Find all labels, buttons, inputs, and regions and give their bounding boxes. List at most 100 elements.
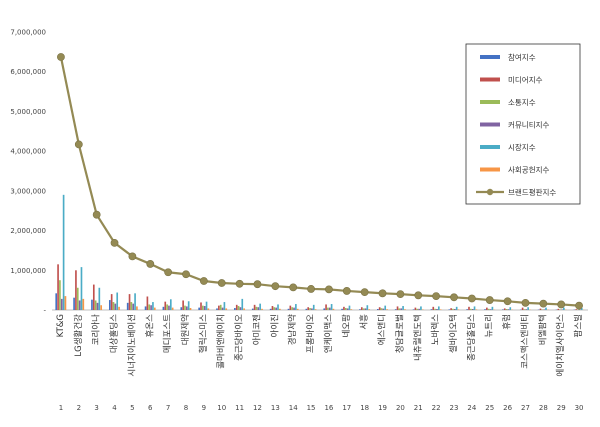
- x-category-label: 시너지이노베이션: [126, 314, 137, 377]
- bar-3-20: [398, 308, 401, 310]
- bar-4-23: [454, 309, 456, 310]
- bar-4-4: [114, 303, 117, 310]
- bar-2-16: [325, 304, 327, 310]
- bar-2-2: [75, 270, 77, 310]
- x-category-label: LG생활건강: [73, 314, 84, 357]
- bar-2-29: [557, 308, 560, 310]
- bar-5-22: [437, 306, 440, 310]
- bar-4-8: [186, 306, 188, 310]
- bar-6-4: [118, 306, 120, 310]
- bar-1-25: [484, 309, 486, 310]
- bar-6-9: [207, 308, 210, 310]
- line-point-16: [325, 285, 333, 294]
- y-tick-label: 7,000,000: [10, 29, 46, 37]
- x-rank-label: 28: [539, 404, 548, 412]
- bar-4-7: [168, 305, 170, 310]
- x-category-label: 대원제약: [180, 314, 191, 345]
- bar-6-11: [243, 308, 245, 310]
- bar-5-21: [420, 306, 422, 310]
- bar-1-2: [73, 297, 75, 310]
- bar-2-20: [396, 306, 399, 310]
- bar-6-13: [279, 308, 281, 310]
- bar-5-27: [527, 307, 529, 310]
- bar-5-8: [187, 301, 190, 310]
- x-rank-label: 23: [450, 404, 459, 412]
- bar-3-29: [559, 309, 561, 310]
- bar-4-9: [203, 306, 206, 310]
- bar-5-3: [98, 287, 101, 310]
- bar-4-6: [150, 305, 152, 310]
- y-tick-label: 6,000,000: [10, 68, 46, 76]
- x-rank-label: 22: [432, 404, 441, 412]
- bar-1-9: [198, 307, 200, 310]
- bar-6-24: [475, 309, 478, 310]
- bar-5-14: [295, 304, 297, 310]
- x-rank-label: 11: [235, 404, 244, 412]
- legend-label: 미디어지수: [508, 75, 543, 85]
- bar-5-13: [277, 304, 279, 310]
- line-point-7: [164, 268, 173, 277]
- x-category-label: 아이진: [269, 314, 280, 337]
- bar-6-6: [153, 307, 156, 310]
- legend-swatch: [480, 77, 500, 82]
- bar-4-18: [364, 308, 367, 310]
- bar-1-1: [55, 293, 58, 310]
- line-point-3: [92, 210, 101, 219]
- line-point-20: [396, 290, 405, 299]
- bar-6-5: [136, 306, 138, 310]
- bar-2-28: [539, 308, 542, 310]
- y-tick-label: 4,000,000: [10, 148, 46, 156]
- x-rank-label: 15: [307, 404, 316, 412]
- x-category-label: 뉴트리: [485, 314, 495, 337]
- bar-4-29: [561, 309, 563, 310]
- bar-2-13: [271, 306, 274, 310]
- x-rank-label: 8: [184, 404, 188, 412]
- line-point-6: [146, 260, 155, 268]
- bar-5-15: [312, 304, 315, 310]
- x-category-label: 엔케이맥스: [323, 314, 334, 353]
- bar-4-10: [221, 307, 224, 310]
- x-category-label: 프롬바이오: [305, 314, 316, 353]
- bar-2-18: [360, 307, 363, 310]
- legend-label: 시장지수: [508, 142, 536, 152]
- x-axis: KT&G 1 LG생활건강 2 코리아나 3 대상홀딩스 4 시너지이노베이션 5 휴온스 6 메디포스…: [56, 314, 584, 412]
- bar-1-8: [180, 307, 183, 310]
- bar-2-15: [307, 307, 310, 310]
- x-category-label: 비엘팜텍: [537, 314, 548, 345]
- line-point-17: [342, 287, 351, 295]
- bar-1-15: [305, 308, 308, 310]
- bar-4-15: [311, 308, 313, 310]
- bar-2-27: [521, 307, 524, 310]
- bar-3-10: [219, 304, 222, 310]
- x-rank-label: 29: [557, 404, 566, 412]
- bar-5-17: [348, 305, 351, 310]
- bar-6-10: [225, 308, 228, 310]
- bar-2-17: [343, 306, 345, 310]
- y-tick-label: 2,000,000: [10, 227, 46, 235]
- bar-3-28: [541, 309, 544, 310]
- bar-3-26: [505, 309, 508, 310]
- legend-label: 사회공헌지수: [508, 166, 549, 175]
- y-axis: 7,000,000 6,000,000 5,000,000 4,000,000 3,00…: [10, 29, 588, 315]
- bar-3-4: [112, 302, 115, 310]
- line-point-24: [467, 294, 476, 303]
- bar-3-15: [309, 308, 311, 310]
- x-category-label: 노바렉스: [430, 314, 441, 345]
- line-point-13: [271, 282, 280, 291]
- x-category-label: 휴럼: [503, 314, 513, 330]
- x-category-label: 메디포스트: [163, 314, 173, 353]
- bar-1-14: [287, 308, 290, 310]
- x-category-label: 에이치엘사이언스: [555, 314, 566, 377]
- bar-5-20: [402, 306, 404, 310]
- bar-4-22: [436, 309, 438, 310]
- legend-swatch: [480, 167, 500, 172]
- line-point-15: [307, 285, 315, 293]
- bar-1-4: [108, 300, 111, 310]
- bar-3-1: [59, 280, 61, 310]
- bar-6-23: [457, 309, 460, 310]
- x-rank-label: 10: [217, 404, 226, 412]
- bar-1-24: [466, 309, 468, 310]
- bar-1-17: [341, 308, 343, 310]
- bar-1-23: [448, 309, 451, 310]
